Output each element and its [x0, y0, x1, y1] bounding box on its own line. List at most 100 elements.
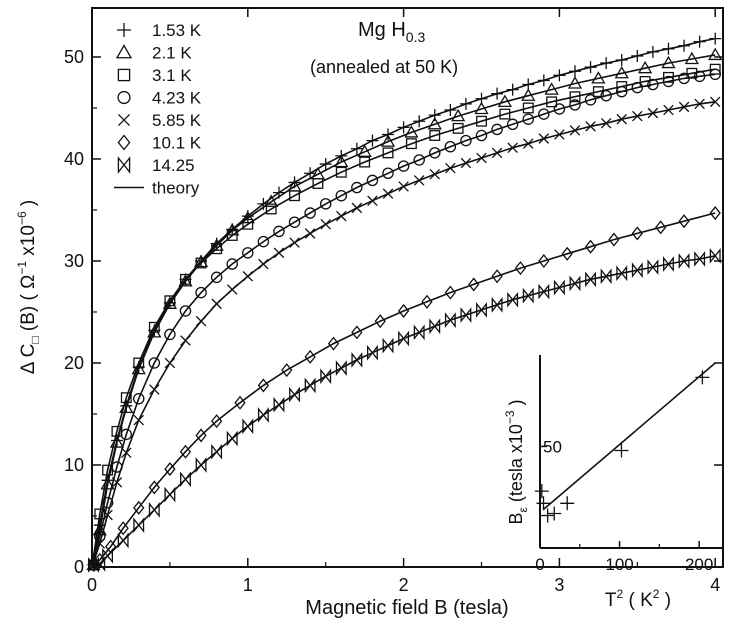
- data-point: [334, 154, 349, 168]
- data-point: [211, 443, 223, 460]
- legend-label: theory: [152, 179, 200, 198]
- data-point: [164, 295, 176, 307]
- data-point: [694, 98, 705, 110]
- data-point: [709, 205, 721, 221]
- data-point: [117, 521, 129, 536]
- data-point: [413, 175, 425, 186]
- chart-subtitle: (annealed at 50 K): [310, 57, 458, 77]
- data-point: [179, 305, 192, 317]
- data-point: [304, 228, 316, 239]
- inset-y-label: Bε (tesla x10−3 ): [503, 399, 530, 524]
- data-point: [133, 517, 145, 534]
- legend-marker: [117, 68, 131, 82]
- x-tick-label: 0: [87, 575, 97, 595]
- data-point: [639, 75, 651, 87]
- data-point: [631, 262, 643, 279]
- data-point: [359, 156, 371, 168]
- data-point: [684, 51, 699, 65]
- theory-curve: [91, 68, 716, 568]
- data-point: [584, 239, 597, 254]
- data-point: [568, 65, 581, 78]
- data-point: [180, 273, 191, 285]
- data-point: [444, 104, 457, 117]
- data-point: [413, 324, 425, 341]
- data-point: [94, 508, 106, 520]
- data-point: [553, 279, 565, 296]
- inset-x-label: T2 ( K2 ): [605, 587, 671, 611]
- data-point: [522, 113, 534, 125]
- data-point: [304, 207, 316, 219]
- data-point: [242, 271, 254, 282]
- data-point: [193, 254, 209, 268]
- legend-label: 1.53 K: [152, 21, 202, 40]
- data-point: [210, 271, 223, 284]
- data-point: [94, 538, 106, 549]
- theory-curve: [91, 212, 716, 568]
- data-point: [561, 246, 573, 261]
- data-point: [133, 357, 145, 369]
- theory-curve: [91, 255, 716, 568]
- data-point: [584, 94, 597, 106]
- data-point: [264, 194, 279, 207]
- data-point: [289, 386, 300, 403]
- data-point: [164, 357, 176, 369]
- inset-data-point: [540, 508, 555, 523]
- data-point: [366, 344, 378, 361]
- x-tick-label: 4: [710, 575, 720, 595]
- data-point: [616, 113, 627, 125]
- theory-curve: [91, 54, 716, 568]
- data-point: [476, 115, 487, 127]
- data-point: [693, 70, 706, 83]
- data-point: [663, 256, 674, 272]
- data-point: [133, 414, 145, 426]
- data-point: [109, 435, 125, 448]
- data-point: [429, 130, 441, 141]
- data-point: [427, 116, 442, 130]
- data-point: [591, 71, 606, 84]
- data-point: [506, 118, 519, 131]
- data-point: [101, 496, 114, 509]
- data-point: [554, 129, 565, 140]
- y-tick-label: 40: [64, 149, 84, 169]
- data-point: [281, 363, 293, 378]
- data-point: [405, 138, 417, 150]
- legend-marker: [117, 134, 131, 151]
- y-tick-label: 50: [64, 47, 84, 67]
- data-point: [357, 144, 372, 157]
- data-point: [475, 129, 488, 142]
- data-point: [584, 61, 597, 74]
- data-point: [476, 302, 487, 318]
- y-label-sup2: −6: [15, 211, 29, 225]
- data-point: [382, 337, 394, 354]
- data-point: [678, 253, 690, 269]
- data-point: [100, 477, 115, 490]
- data-point: [600, 57, 613, 70]
- data-point: [195, 315, 207, 327]
- data-point: [507, 142, 518, 154]
- title-subscript: 0.3: [406, 29, 426, 45]
- data-point: [288, 176, 301, 189]
- data-point: [351, 325, 363, 340]
- data-point: [366, 134, 379, 147]
- legend-marker: [117, 113, 131, 127]
- data-point: [506, 83, 519, 96]
- data-point: [460, 157, 472, 169]
- inset-y-tick-label: 50: [543, 437, 562, 456]
- data-point: [320, 368, 332, 385]
- legend-label: 3.1 K: [152, 66, 192, 85]
- data-point: [102, 547, 114, 564]
- data-point: [404, 125, 419, 138]
- y-tick-label: 30: [64, 251, 84, 271]
- data-point: [120, 392, 132, 404]
- y-tick-label: 10: [64, 455, 84, 475]
- data-point: [647, 78, 659, 91]
- data-point: [661, 55, 676, 69]
- inset-data-points: [534, 362, 716, 523]
- legend-label: 5.85 K: [152, 111, 202, 130]
- data-point: [102, 509, 113, 521]
- data-point: [678, 214, 690, 229]
- inset-data-point: [695, 370, 710, 385]
- data-point: [226, 230, 238, 241]
- data-point: [614, 65, 629, 79]
- data-point: [226, 258, 238, 270]
